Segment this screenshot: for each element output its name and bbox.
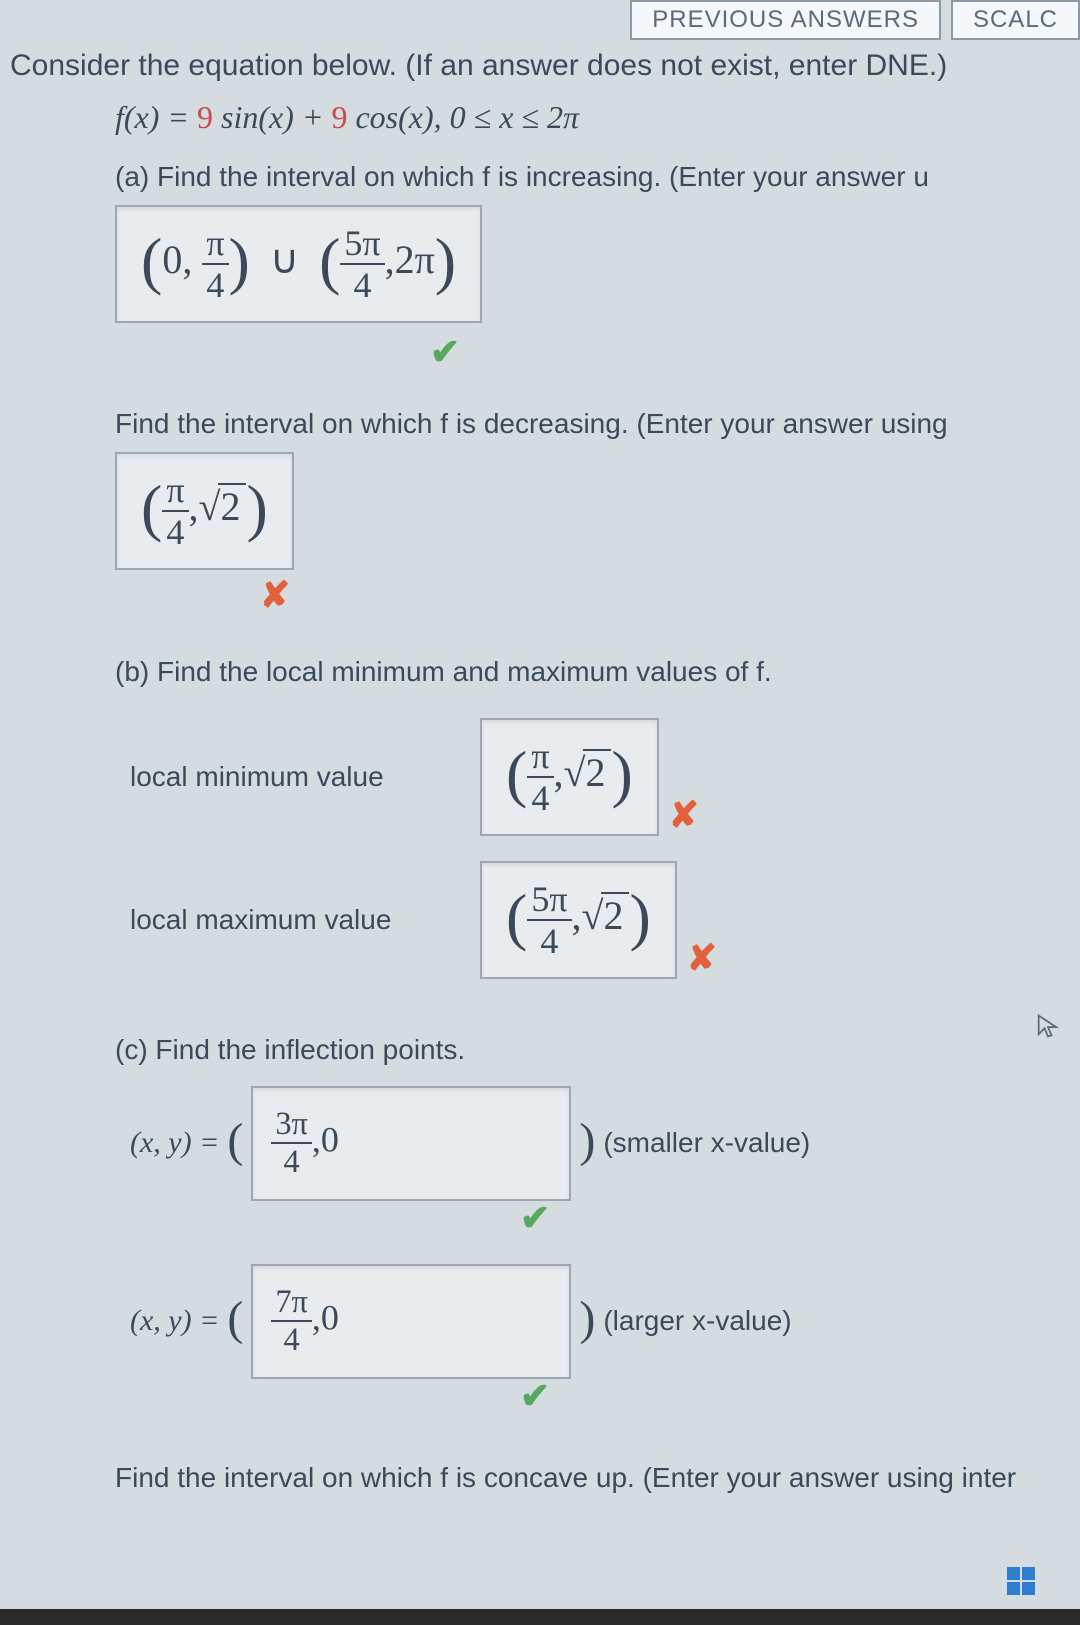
dec-4: 4 (162, 512, 188, 550)
answer-increasing-row: (0, π4) ∪ (5π4,2π) (10, 205, 1080, 323)
inc-4a: 4 (202, 265, 228, 303)
fx-mid2: cos(x), 0 ≤ x ≤ 2π (347, 99, 579, 135)
inc-2pi: 2π (395, 237, 435, 282)
concave-prompt: Find the interval on which f is concave … (10, 1462, 1080, 1494)
cross-icon: ✘ (687, 937, 717, 979)
part-a-prompt-increasing: (a) Find the interval on which f is incr… (10, 161, 1080, 193)
answer-decreasing-box[interactable]: (π4,√2) (115, 452, 294, 570)
p2-4: 4 (271, 1322, 312, 1356)
cursor-icon (1034, 1010, 1062, 1049)
cross-icon: ✘ (669, 794, 699, 836)
inflection-2-row: (x, y) = ( 7π4,0 ) (larger x-value) (10, 1264, 1080, 1379)
inc-0: 0 (162, 237, 182, 282)
bottom-bar (0, 1609, 1080, 1625)
inc-4b: 4 (340, 265, 384, 303)
local-max-box[interactable]: (5π4,√2) (480, 861, 677, 979)
coef-a: 9 (197, 99, 213, 135)
question-content: Consider the equation below. (If an answ… (0, 0, 1080, 1494)
inc-5pi: 5π (340, 225, 384, 265)
min-4: 4 (527, 778, 553, 816)
dec-2: 2 (218, 483, 246, 529)
min-2: 2 (583, 749, 611, 795)
cross-icon: ✘ (260, 574, 290, 615)
smaller-x-note: (smaller x-value) (603, 1127, 810, 1159)
top-button-row: PREVIOUS ANSWERS SCALC (630, 0, 1080, 40)
coef-b: 9 (331, 99, 347, 135)
inflection-1-row: (x, y) = ( 3π4,0 ) (smaller x-value) (10, 1086, 1080, 1201)
larger-x-note: (larger x-value) (603, 1305, 791, 1337)
answer-decreasing-row: (π4,√2) (10, 452, 1080, 570)
local-max-row: local maximum value (5π4,√2) ✘ (10, 861, 1080, 979)
fx-prefix: f(x) = (115, 99, 197, 135)
p1-3pi: 3π (271, 1108, 312, 1144)
p2-7pi: 7π (271, 1286, 312, 1322)
part-a-prompt-decreasing: Find the interval on which f is decreasi… (10, 408, 1080, 440)
inflection-2-box[interactable]: 7π4,0 (251, 1264, 571, 1379)
part-b-prompt: (b) Find the local minimum and maximum v… (10, 656, 1080, 688)
min-pi: π (527, 738, 553, 778)
check-icon: ✔ (520, 1375, 550, 1416)
local-min-label: local minimum value (130, 761, 470, 793)
local-min-box[interactable]: (π4,√2) (480, 718, 659, 836)
local-min-row: local minimum value (π4,√2) ✘ (10, 718, 1080, 836)
check-icon: ✔ (430, 331, 460, 372)
local-max-label: local maximum value (130, 904, 470, 936)
previous-answers-button[interactable]: PREVIOUS ANSWERS (630, 0, 941, 40)
dec-pi: π (162, 472, 188, 512)
windows-icon[interactable] (1007, 1567, 1035, 1595)
xy-label-1: (x, y) = (130, 1126, 219, 1160)
inc-pi: π (202, 225, 228, 265)
answer-increasing-box[interactable]: (0, π4) ∪ (5π4,2π) (115, 205, 482, 323)
equation: f(x) = 9 sin(x) + 9 cos(x), 0 ≤ x ≤ 2π (10, 99, 1080, 136)
p1-4: 4 (271, 1144, 312, 1178)
p2-0: 0 (321, 1297, 339, 1337)
xy-label-2: (x, y) = (130, 1304, 219, 1338)
max-2: 2 (601, 892, 629, 938)
inflection-1-box[interactable]: 3π4,0 (251, 1086, 571, 1201)
scalc-button[interactable]: SCALC (951, 0, 1080, 40)
p1-0: 0 (321, 1120, 339, 1160)
part-c-prompt: (c) Find the inflection points. (10, 1034, 1080, 1066)
check-icon: ✔ (520, 1197, 550, 1238)
fx-mid1: sin(x) + (213, 99, 331, 135)
max-5pi: 5π (527, 881, 571, 921)
question-intro: Consider the equation below. (If an answ… (10, 45, 1080, 87)
max-4: 4 (527, 921, 571, 959)
